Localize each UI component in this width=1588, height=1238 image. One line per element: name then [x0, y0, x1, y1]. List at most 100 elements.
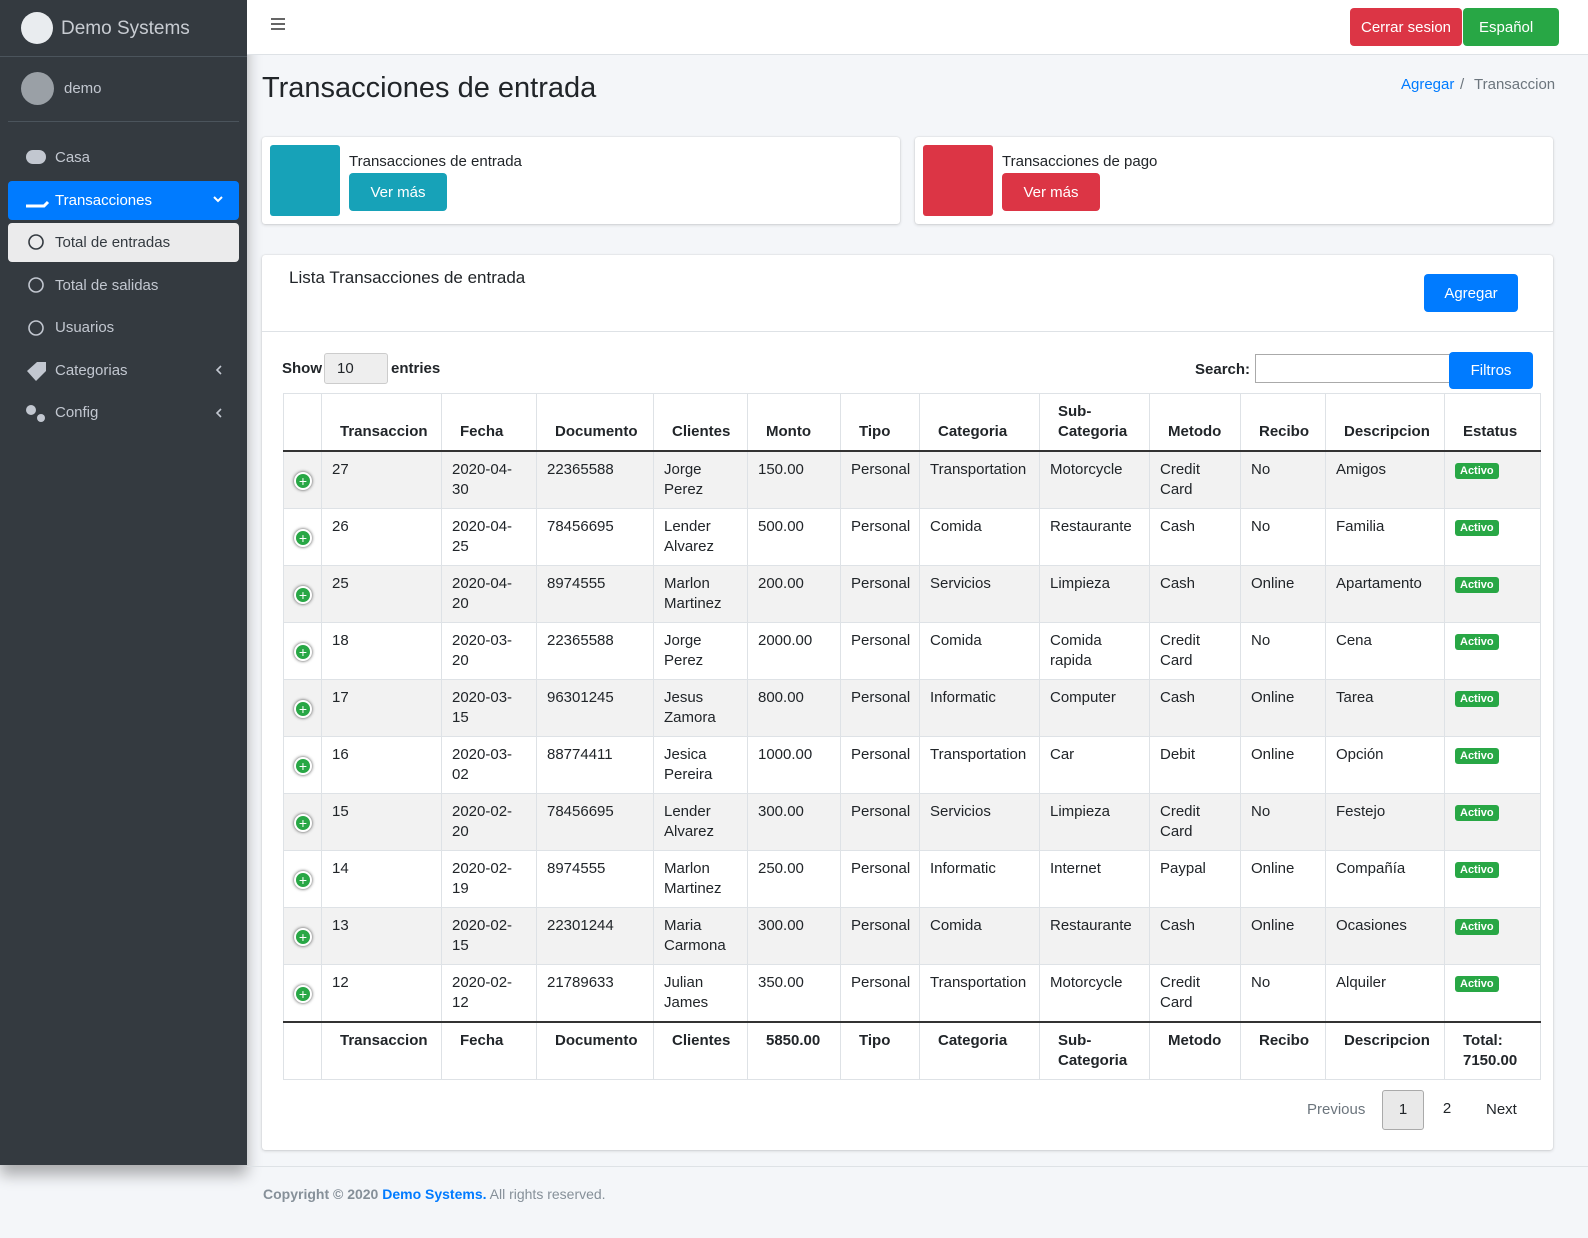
status-badge: Activo	[1455, 919, 1499, 935]
table-cell: Cena	[1325, 622, 1445, 680]
header-cell[interactable]: Tipo	[840, 393, 920, 452]
table-cell: 2020-02-20	[441, 793, 537, 851]
menu-item[interactable]: Transacciones	[8, 181, 239, 220]
table-cell: 2020-04-25	[441, 508, 537, 566]
header-cell[interactable]: Metodo	[1149, 393, 1241, 452]
table-cell: Servicios	[919, 565, 1040, 623]
page-button[interactable]: 1	[1382, 1090, 1424, 1130]
status-cell: Activo	[1444, 622, 1541, 680]
status-badge: Activo	[1455, 862, 1499, 878]
header-cell[interactable]: Clientes	[653, 393, 748, 452]
header-cell[interactable]: Documento	[536, 393, 654, 452]
status-cell: Activo	[1444, 450, 1541, 509]
table-cell: Apartamento	[1325, 565, 1445, 623]
logout-button[interactable]: Cerrar sesion	[1350, 8, 1462, 46]
menu-item[interactable]: Config	[55, 404, 99, 421]
expand-icon[interactable]: +	[294, 814, 312, 832]
table-cell: Personal	[840, 622, 920, 680]
header-cell[interactable]: Categoria	[919, 393, 1040, 452]
expand-icon[interactable]: +	[294, 871, 312, 889]
search-input[interactable]	[1255, 354, 1451, 383]
search-label: Search:	[1195, 361, 1251, 378]
status-badge: Activo	[1455, 463, 1499, 479]
status-badge: Activo	[1455, 520, 1499, 536]
table-cell: Jesus Zamora	[653, 679, 748, 737]
header-cell[interactable]: Estatus	[1444, 393, 1541, 452]
header-cell[interactable]: Monto	[747, 393, 841, 452]
expand-cell: +	[283, 622, 322, 680]
table-cell: Online	[1240, 850, 1326, 908]
expand-icon[interactable]: +	[294, 643, 312, 661]
menu-item[interactable]: Casa	[55, 149, 91, 166]
table-cell: Online	[1240, 565, 1326, 623]
expand-icon[interactable]: +	[294, 472, 312, 490]
menu-toggle[interactable]	[270, 16, 286, 32]
table-cell: Familia	[1325, 508, 1445, 566]
view-more-button[interactable]: Ver más	[349, 173, 447, 211]
header-cell[interactable]: Descripcion	[1325, 393, 1445, 452]
divider	[8, 121, 239, 122]
expand-cell: +	[283, 450, 322, 509]
breadcrumb-link[interactable]: Agregar	[1401, 76, 1455, 93]
expand-icon[interactable]: +	[294, 928, 312, 946]
header-cell[interactable]: Transaccion	[321, 393, 442, 452]
filters-button[interactable]: Filtros	[1449, 352, 1533, 389]
table-cell: Personal	[840, 679, 920, 737]
expand-icon[interactable]: +	[294, 529, 312, 547]
menu-item[interactable]: Total de salidas	[55, 277, 159, 294]
menu-item[interactable]: Total de entradas	[8, 223, 239, 262]
table-cell: 250.00	[747, 850, 841, 908]
table-cell: Lender Alvarez	[653, 508, 748, 566]
table-cell: Amigos	[1325, 450, 1445, 509]
brand[interactable]: Demo Systems	[61, 18, 190, 39]
menu-item[interactable]: Categorias	[55, 362, 128, 379]
header-cell[interactable]: Fecha	[441, 393, 537, 452]
table-cell: 18	[321, 622, 442, 680]
view-more-button[interactable]: Ver más	[1002, 173, 1100, 211]
list-card: Lista Transacciones de entrada Agregar S…	[262, 255, 1553, 1150]
status-cell: Activo	[1444, 850, 1541, 908]
expand-cell: +	[283, 850, 322, 908]
expand-icon[interactable]: +	[294, 757, 312, 775]
expand-cell: +	[283, 964, 322, 1023]
table-cell: Restaurante	[1039, 907, 1150, 965]
table-cell: Computer	[1039, 679, 1150, 737]
expand-icon[interactable]: +	[294, 700, 312, 718]
table-cell: 800.00	[747, 679, 841, 737]
status-cell: Activo	[1444, 907, 1541, 965]
table-cell: Cash	[1149, 565, 1241, 623]
table-cell: Tarea	[1325, 679, 1445, 737]
breadcrumb-sep: /	[1460, 76, 1465, 93]
brand-logo	[21, 12, 53, 44]
info-box: Transacciones de pago Ver más	[915, 137, 1553, 224]
page-button[interactable]: 2	[1442, 1100, 1452, 1117]
divider	[262, 331, 1553, 332]
table-cell: 350.00	[747, 964, 841, 1023]
company-link[interactable]: Demo Systems.	[382, 1186, 487, 1202]
expand-icon[interactable]: +	[294, 586, 312, 604]
table-cell: Paypal	[1149, 850, 1241, 908]
page-length-select[interactable]: 10	[324, 353, 388, 384]
next-button[interactable]: Next	[1486, 1101, 1517, 1118]
show-label: Show	[282, 360, 322, 377]
expand-cell: +	[283, 679, 322, 737]
menu-item[interactable]: Usuarios	[55, 319, 115, 336]
table-cell: Personal	[840, 964, 920, 1023]
user-name[interactable]: demo	[64, 80, 102, 97]
copyright: Copyright © 2020 Demo Systems. All right…	[263, 1186, 606, 1202]
table-cell: 14	[321, 850, 442, 908]
header-cell[interactable]: Recibo	[1240, 393, 1326, 452]
table-cell: Comida	[919, 622, 1040, 680]
add-button[interactable]: Agregar	[1424, 274, 1518, 312]
expand-icon[interactable]: +	[294, 985, 312, 1003]
table-cell: 88774411	[536, 736, 654, 794]
table-cell: Credit Card	[1149, 793, 1241, 851]
table-cell: 15	[321, 793, 442, 851]
language-button[interactable]: Español	[1463, 8, 1559, 46]
header-cell[interactable]: Sub-Categoria	[1039, 393, 1150, 452]
table-cell: 200.00	[747, 565, 841, 623]
prev-button[interactable]: Previous	[1307, 1101, 1366, 1118]
table-cell: Cash	[1149, 907, 1241, 965]
table-cell: 12	[321, 964, 442, 1023]
table-cell: 78456695	[536, 793, 654, 851]
